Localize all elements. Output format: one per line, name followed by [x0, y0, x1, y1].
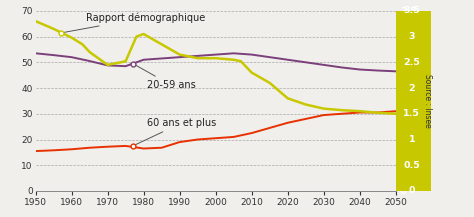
Text: 2: 2: [409, 84, 415, 92]
Text: 0.5: 0.5: [403, 161, 420, 170]
Text: Rapport démographique: Rapport démographique: [64, 12, 205, 33]
Text: 60 ans et plus: 60 ans et plus: [135, 118, 217, 145]
Text: 3: 3: [409, 32, 415, 41]
Text: 20-59 ans: 20-59 ans: [135, 65, 196, 90]
Text: 1.5: 1.5: [403, 109, 420, 118]
Text: 1: 1: [409, 135, 415, 144]
Text: Source : Insee: Source : Insee: [423, 74, 431, 128]
Text: 3.5: 3.5: [403, 6, 420, 15]
Text: 2.5: 2.5: [403, 58, 420, 67]
Text: 0: 0: [409, 186, 415, 196]
